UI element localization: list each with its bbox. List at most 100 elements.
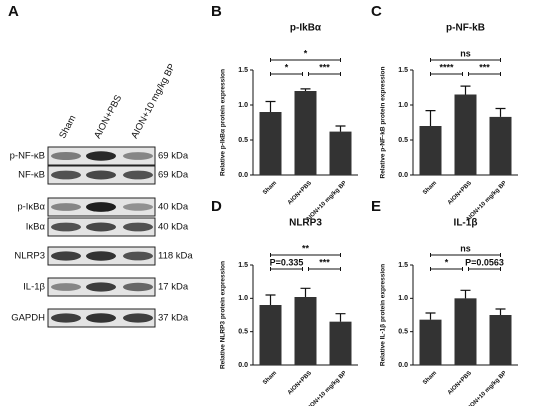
y-tick-label: 1.5 <box>238 67 248 74</box>
significance-bracket <box>270 253 341 257</box>
y-tick-label: 0.0 <box>238 362 248 369</box>
significance-label: ** <box>302 243 310 253</box>
panel-letter: C <box>371 3 382 20</box>
blot-band <box>86 170 116 180</box>
blot-band <box>51 283 81 291</box>
blot-band <box>51 222 81 232</box>
y-tick-label: 0.0 <box>398 362 408 369</box>
blot-band <box>86 202 116 212</box>
chart-title: NLRP3 <box>289 218 322 229</box>
bar <box>294 297 317 365</box>
blot-band <box>51 170 81 180</box>
significance-bracket <box>270 267 303 271</box>
row-size: 69 kDa <box>158 170 189 181</box>
x-tick-label: AION+PBS <box>447 370 473 396</box>
blot-band <box>123 152 153 160</box>
significance-label: ns <box>460 48 471 58</box>
bar <box>489 315 512 365</box>
bar <box>294 91 317 175</box>
error-bar <box>460 289 471 299</box>
bar <box>419 319 442 365</box>
bar <box>329 131 352 175</box>
error-bar <box>300 88 311 91</box>
blot-band <box>123 313 153 323</box>
significance-bracket <box>430 58 501 62</box>
bar <box>259 112 282 175</box>
y-tick-label: 0.0 <box>238 172 248 179</box>
significance-label: * <box>445 257 449 267</box>
chart-title: p-NF-kB <box>446 23 485 34</box>
significance-bracket <box>308 72 341 76</box>
row-size: 69 kDa <box>158 151 189 162</box>
y-axis-label: Relative p-NF-kB protein expression <box>380 66 387 178</box>
significance-label: *** <box>319 257 330 267</box>
blot-band <box>86 222 116 232</box>
row-label: p-NF-κB <box>10 151 45 162</box>
blot-band <box>123 282 153 292</box>
blot-band <box>86 282 116 292</box>
significance-label: *** <box>479 62 490 72</box>
y-tick-label: 1.0 <box>238 102 248 109</box>
row-label: NLRP3 <box>14 251 45 262</box>
error-bar <box>460 85 471 95</box>
error-bar <box>335 313 346 322</box>
row-label: IκBα <box>26 222 46 233</box>
blot-band <box>51 203 81 211</box>
blot-band <box>86 251 116 261</box>
y-tick-label: 0.5 <box>238 329 248 336</box>
blot-band <box>51 313 81 323</box>
y-tick-label: 1.0 <box>398 102 408 109</box>
significance-bracket <box>468 267 501 271</box>
significance-label: * <box>285 62 289 72</box>
bar <box>454 94 477 175</box>
significance-bracket <box>270 58 341 62</box>
significance-label: *** <box>319 62 330 72</box>
panel-letter: A <box>8 3 19 20</box>
bar <box>259 305 282 365</box>
bar <box>454 298 477 365</box>
bar <box>329 321 352 365</box>
blot-band <box>123 170 153 180</box>
row-size: 118 kDa <box>158 251 193 262</box>
y-tick-label: 1.0 <box>238 295 248 302</box>
blot-band <box>123 222 153 232</box>
significance-bracket <box>270 72 303 76</box>
significance-label: P=0.335 <box>270 257 304 267</box>
row-size: 17 kDa <box>158 282 189 293</box>
row-label: GAPDH <box>11 313 45 324</box>
significance-label: * <box>304 48 308 58</box>
bar <box>419 126 442 175</box>
row-label: IL-1β <box>23 282 45 293</box>
x-tick-label: AION+PBS <box>447 180 473 206</box>
row-label: NF-κB <box>18 170 45 181</box>
y-tick-label: 1.5 <box>398 262 408 269</box>
error-bar <box>335 125 346 132</box>
error-bar <box>265 100 276 112</box>
blot-band <box>86 151 116 161</box>
error-bar <box>495 308 506 315</box>
bar <box>489 116 512 175</box>
panel-letter: D <box>211 198 222 215</box>
row-size: 40 kDa <box>158 222 189 233</box>
x-tick-label: AION+PBS <box>287 370 313 396</box>
y-axis-label: Relative IL-1β protein expression <box>380 264 387 366</box>
y-axis-label: Relative NLRP3 protein expression <box>220 261 227 369</box>
y-tick-label: 0.5 <box>398 137 408 144</box>
significance-label: P=0.0563 <box>465 257 504 267</box>
significance-label: **** <box>439 62 454 72</box>
blot-band <box>123 251 153 261</box>
significance-label: ns <box>460 243 471 253</box>
x-tick-label: Sham <box>262 180 278 196</box>
significance-bracket <box>430 267 463 271</box>
error-bar <box>425 110 436 126</box>
y-tick-label: 0.0 <box>398 172 408 179</box>
x-tick-label: Sham <box>422 180 438 196</box>
y-axis-label: Relative p-IkBα protein expression <box>220 69 227 176</box>
y-tick-label: 0.5 <box>398 329 408 336</box>
error-bar <box>495 107 506 117</box>
error-bar <box>300 287 311 297</box>
y-tick-label: 1.5 <box>398 67 408 74</box>
lane-label: AION+10 mg/kg BP <box>129 62 178 141</box>
row-size: 40 kDa <box>158 202 189 213</box>
